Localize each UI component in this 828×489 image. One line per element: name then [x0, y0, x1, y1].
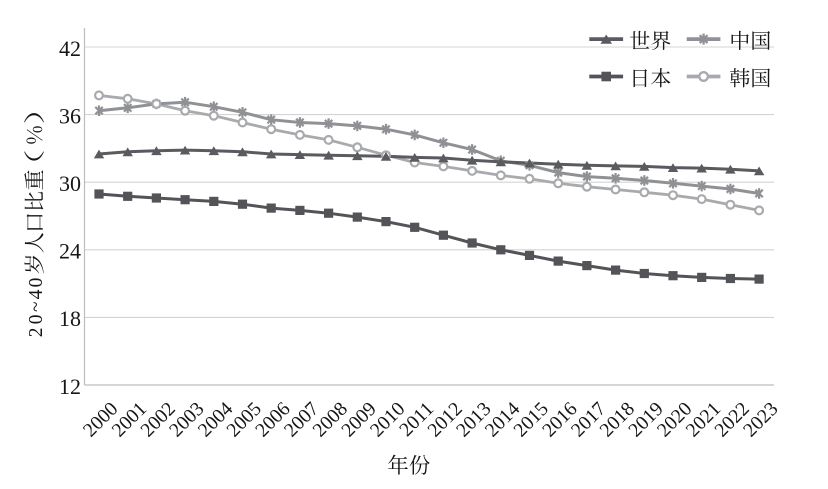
svg-text:~: ~ [26, 301, 47, 312]
svg-text:42: 42 [59, 36, 81, 61]
svg-text:4: 4 [26, 289, 47, 299]
svg-text:30: 30 [59, 171, 81, 196]
svg-text:18: 18 [59, 306, 81, 331]
svg-text:0: 0 [26, 278, 47, 288]
svg-text:24: 24 [59, 239, 81, 264]
svg-text:0: 0 [26, 315, 47, 325]
svg-text:36: 36 [59, 103, 81, 128]
svg-text:12: 12 [59, 374, 81, 399]
svg-text:2: 2 [26, 328, 47, 338]
